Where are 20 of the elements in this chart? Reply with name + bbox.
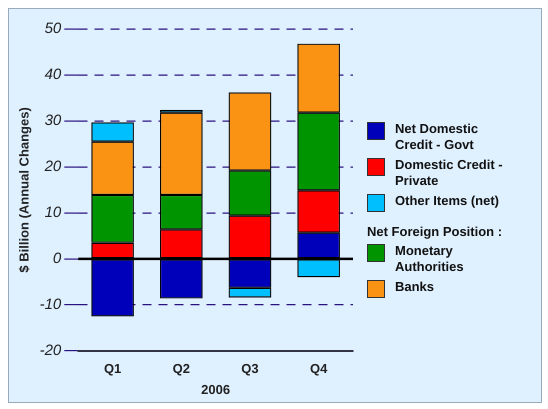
x-tick-label: Q3 <box>241 361 259 376</box>
y-tick-label: -20 <box>40 342 62 359</box>
x-tick-label: Q4 <box>310 361 328 376</box>
y-tick-label: 50 <box>44 20 62 38</box>
legend-label: Domestic Credit - Private <box>395 157 504 189</box>
y-tick-label: 10 <box>44 204 62 222</box>
legend-label: Net Domestic Credit - Govt <box>395 121 480 153</box>
legend-label: Monetary Authorities <box>395 243 465 275</box>
y-tick-label: -10 <box>40 296 62 313</box>
legend-title: Net Foreign Position : <box>367 224 504 239</box>
y-tick-label: 20 <box>44 158 62 176</box>
x-tick-label: Q2 <box>172 361 190 376</box>
legend-label: Other Items (net) <box>395 193 500 209</box>
y-tick-label: 0 <box>52 250 62 268</box>
y-tick-label: 40 <box>44 66 62 84</box>
legend-label: Banks <box>395 279 434 295</box>
x-axis-title: 2006 <box>201 382 230 397</box>
x-tick-label: Q1 <box>104 361 122 376</box>
y-axis-title: $ Billion (Annual Changes) <box>16 107 32 273</box>
y-tick-label: 30 <box>44 112 62 130</box>
